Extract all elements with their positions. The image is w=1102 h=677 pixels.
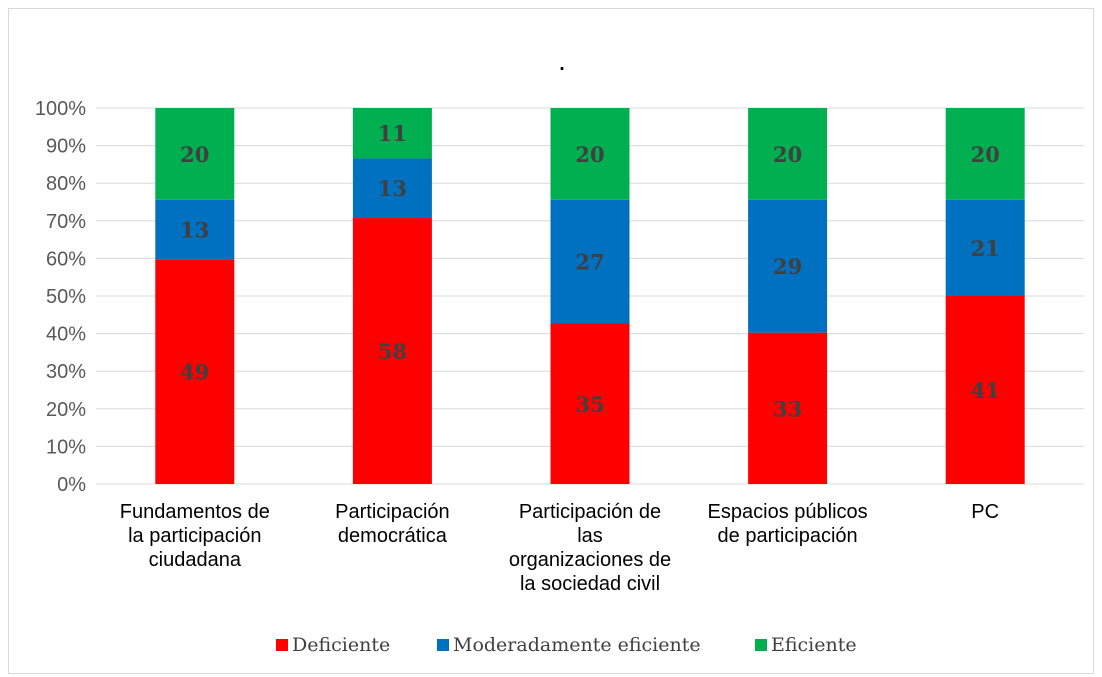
x-category-label: Participación de las organizaciones de la s… (509, 501, 671, 595)
y-tick-label: 20% (46, 399, 86, 421)
x-category-label: PC (971, 501, 999, 523)
data-label: 11 (378, 121, 407, 146)
bar-segment (945, 108, 1025, 200)
bar-segment (550, 323, 630, 484)
y-tick-label: 50% (46, 286, 86, 308)
x-axis: Fundamentos de la participación ciudadana P… (120, 501, 999, 595)
bar-segment (352, 218, 432, 485)
bar-segment (748, 199, 828, 333)
data-label: 58 (378, 339, 407, 364)
bars (155, 108, 1025, 485)
data-label: 41 (971, 378, 1000, 403)
data-label: 20 (575, 142, 604, 167)
y-tick-label: 100% (35, 98, 86, 120)
bar-segment (550, 199, 630, 324)
data-label: 35 (575, 392, 604, 417)
data-labels: 49 13 20 58 13 11 35 27 20 33 29 20 41 21 20 (180, 121, 1000, 421)
bar-segment (352, 158, 432, 219)
bar-segment (352, 108, 432, 159)
data-label: 29 (773, 254, 802, 279)
y-tick-label: 10% (46, 436, 86, 458)
y-tick-label: 0% (57, 474, 86, 496)
y-tick-label: 80% (46, 173, 86, 195)
x-category-label: Participación democrática (335, 501, 450, 547)
y-tick-label: 90% (46, 136, 86, 158)
bar-segment (155, 259, 235, 484)
data-label: 49 (180, 360, 209, 385)
legend-label: Moderadamente eficiente (453, 634, 701, 656)
x-category-label: Fundamentos de la participación ciudadana (120, 501, 270, 571)
bar-segment (748, 108, 828, 200)
y-axis: 0% 10% 20% 30% 40% 50% 60% 70% 80% 90% 100% (35, 98, 86, 496)
data-label: 20 (773, 142, 802, 167)
data-label: 33 (773, 396, 802, 421)
legend: Deficiente Moderadamente eficiente Eficien… (276, 634, 857, 656)
bar-segment (748, 332, 828, 484)
chart-frame (8, 8, 1094, 674)
bar-segment (945, 296, 1025, 484)
x-category-label: Espacios públicos de participación (708, 501, 868, 547)
data-label: 20 (180, 142, 209, 167)
legend-swatch (276, 639, 288, 651)
legend-swatch (437, 639, 449, 651)
chart-title: . (558, 45, 566, 76)
y-tick-label: 60% (46, 248, 86, 270)
legend-swatch (755, 639, 767, 651)
bar-segment (155, 199, 235, 260)
data-label: 20 (971, 142, 1000, 167)
data-label: 21 (971, 236, 1000, 261)
y-tick-label: 70% (46, 211, 86, 233)
data-label: 13 (180, 218, 209, 243)
data-label: 13 (378, 176, 407, 201)
bar-segment (155, 108, 235, 200)
bar-segment (550, 108, 630, 200)
data-label: 27 (575, 250, 604, 275)
y-tick-label: 40% (46, 324, 86, 346)
bar-segment (945, 199, 1025, 296)
legend-label: Eficiente (771, 634, 857, 656)
legend-label: Deficiente (292, 634, 390, 656)
y-tick-label: 30% (46, 361, 86, 383)
